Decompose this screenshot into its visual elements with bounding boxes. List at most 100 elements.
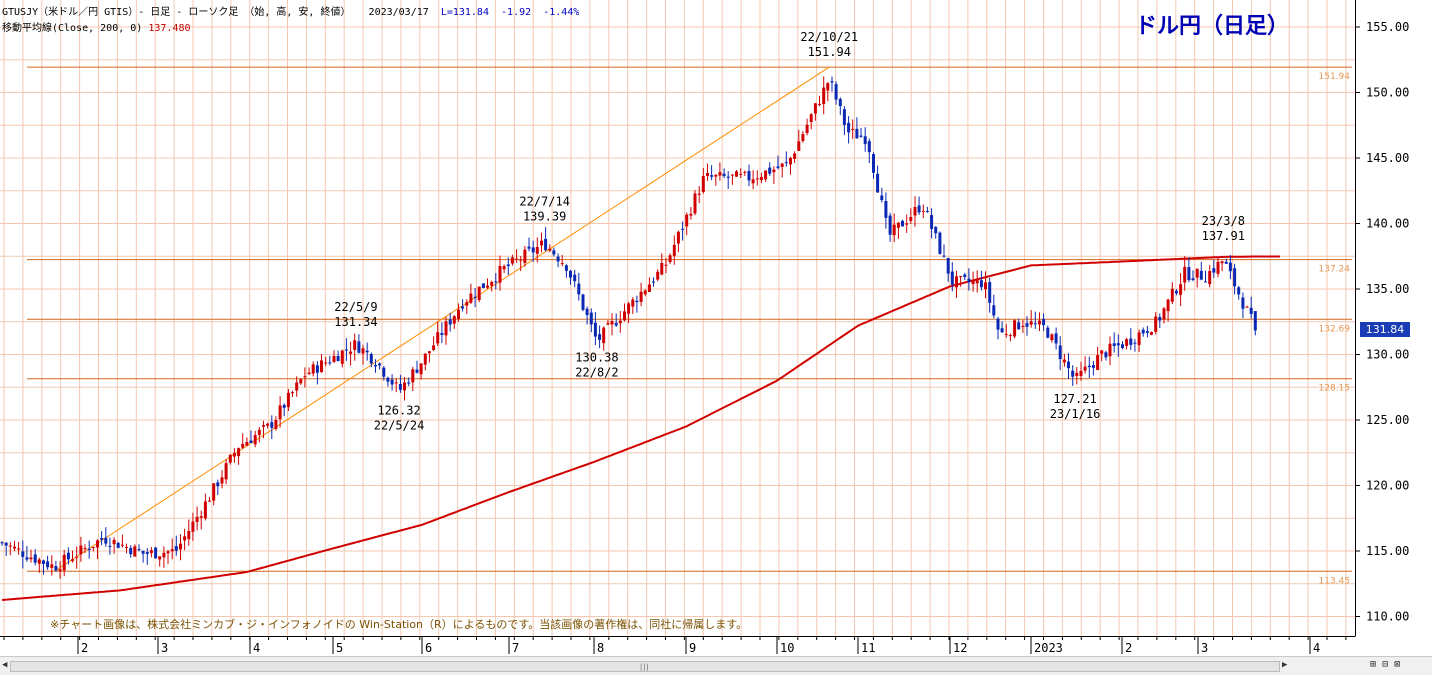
candle-body: [394, 382, 398, 384]
candle-body: [1087, 365, 1091, 368]
x-tick-label: 3: [1201, 641, 1208, 655]
x-tick-label: 12: [953, 641, 967, 655]
candle-body: [1183, 266, 1187, 283]
candle-body: [427, 351, 431, 354]
candle-body: [262, 425, 265, 427]
candle-body: [179, 543, 182, 550]
candle-body: [208, 500, 211, 502]
candle-body: [120, 544, 124, 546]
candle-body: [66, 552, 70, 560]
header-title: GTUSJY（米ドル／円 GTIS）- 日足 - ローソク足 （始, 高, 安,…: [2, 7, 351, 18]
candle-body: [1017, 322, 1021, 330]
candle-body: [1212, 268, 1216, 273]
candle-body: [1170, 288, 1174, 302]
candle-body: [473, 296, 477, 298]
candle-body: [867, 141, 871, 153]
candle-body: [602, 327, 606, 344]
candle-body: [382, 367, 386, 377]
candle-body: [735, 171, 738, 177]
candle-body: [1195, 268, 1199, 278]
candle-body: [892, 224, 896, 236]
candle-body: [801, 134, 805, 141]
candle-body: [934, 226, 938, 234]
candle-body: [664, 264, 668, 266]
candle-body: [17, 548, 21, 550]
candle-body: [1004, 334, 1008, 336]
grip-icon: |||: [639, 663, 650, 671]
arrow-right-icon[interactable]: ▶: [1282, 660, 1288, 670]
candle-body: [917, 205, 921, 213]
candle-body: [739, 173, 743, 175]
candle-body: [959, 276, 963, 278]
candle-body: [1187, 267, 1191, 281]
candle-body: [614, 322, 618, 326]
candle-body: [1008, 335, 1012, 337]
candle-body: [494, 281, 498, 283]
candle-body: [1075, 372, 1079, 376]
candle-body: [490, 281, 494, 286]
candle-body: [515, 258, 519, 260]
y-tick-label: 120.00: [1366, 479, 1409, 493]
candle-body: [444, 321, 448, 336]
candle-body: [938, 232, 942, 254]
candle-body: [183, 536, 187, 541]
y-tick-label: 130.00: [1366, 348, 1409, 362]
scrollbar-thumb[interactable]: |||: [10, 661, 1280, 672]
arrow-left-icon[interactable]: ◀: [2, 660, 8, 670]
candle-body: [96, 540, 99, 548]
candle-body: [216, 482, 220, 487]
zoom-fit-icon[interactable]: ⊠: [1394, 659, 1401, 670]
candle-body: [100, 538, 104, 540]
candle-body: [357, 341, 361, 353]
candle-body: [1038, 320, 1041, 325]
candle-body: [1166, 299, 1170, 312]
candle-body: [635, 300, 639, 303]
candle-body: [772, 169, 776, 173]
candle-body: [481, 283, 485, 288]
candle-body: [228, 454, 232, 463]
candle-body: [697, 193, 701, 195]
candle-body: [332, 356, 336, 362]
candle-body: [1000, 328, 1004, 333]
candle-body: [415, 369, 419, 373]
candle-body: [776, 166, 780, 169]
candle-body: [813, 103, 817, 114]
candle-body: [789, 158, 792, 165]
candle-body: [1216, 261, 1220, 274]
candle-body: [880, 195, 884, 201]
candle-body: [847, 122, 851, 133]
candle-body: [1091, 365, 1095, 368]
candle-body: [1137, 332, 1141, 346]
candle-body: [639, 291, 643, 302]
annotation-line-2: 137.91: [1202, 229, 1245, 243]
x-axis: 2 3 4 5 6 7 8 9 10 11 12 2023 2 3 4: [3, 636, 1347, 655]
x-tick-label: 5: [336, 641, 343, 655]
candle-body: [353, 340, 357, 350]
candle-body: [286, 392, 290, 408]
candle-body: [610, 321, 614, 325]
candle-body: [50, 564, 54, 568]
candle-body: [913, 207, 917, 216]
candle-body: [784, 162, 788, 164]
candle-body: [963, 274, 967, 278]
ma-label: 移動平均線(Close, 200, 0): [2, 23, 143, 34]
header-change: -1.92: [501, 7, 532, 18]
annotation-line-1: 127.21: [1053, 392, 1096, 406]
candle-body: [249, 440, 253, 443]
zoom-out-icon[interactable]: ⊟: [1382, 659, 1389, 670]
candle-body: [75, 556, 79, 558]
candle-body: [593, 322, 597, 337]
horizontal-scrollbar[interactable]: ◀ ||| ▶ ⊞ ⊟ ⊠: [0, 656, 1432, 675]
level-label: 128.15: [1319, 384, 1351, 394]
candle-body: [1079, 370, 1083, 376]
zoom-in-icon[interactable]: ⊞: [1370, 659, 1377, 670]
candle-body: [125, 546, 128, 548]
candle-body: [145, 552, 149, 554]
candle-body: [652, 281, 655, 283]
candle-body: [452, 316, 456, 324]
candle-body: [992, 305, 996, 316]
candle-body: [809, 114, 813, 122]
candle-body: [33, 554, 37, 563]
trendline-line: [53, 66, 830, 572]
candle-body: [1158, 317, 1162, 321]
